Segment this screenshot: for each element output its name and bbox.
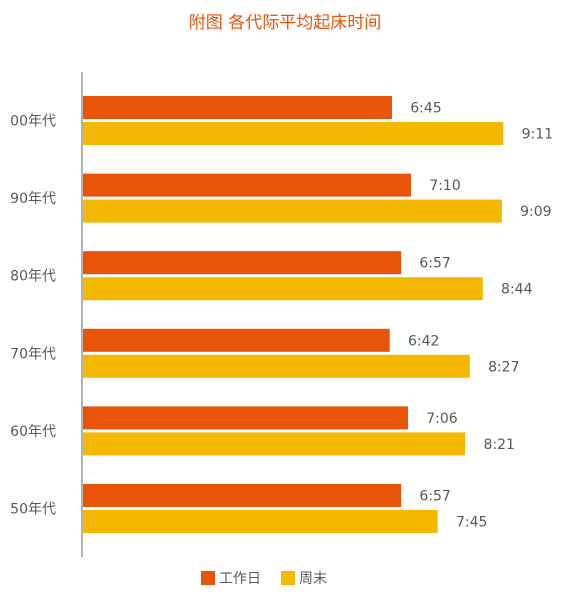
category-label: 60年代	[10, 424, 56, 440]
category-label: 50年代	[10, 502, 56, 518]
bars-layer	[83, 96, 504, 533]
data-labels-layer: 6:45 9:11 7:10 9:09 6:57 8:44 6:42 8:27 7:06 8:21…	[408, 101, 553, 531]
legend-label: 工作日	[219, 571, 261, 587]
data-label: 6:57	[419, 256, 450, 272]
category-label: 70年代	[10, 346, 56, 362]
legend-swatch	[281, 571, 295, 585]
category-label: 00年代	[10, 114, 56, 130]
data-label: 8:44	[501, 282, 533, 298]
data-label: 6:57	[419, 489, 450, 505]
data-label: 6:42	[408, 333, 439, 349]
data-label: 8:27	[488, 359, 519, 375]
bar-weekend	[83, 432, 466, 456]
bar-weekend	[83, 277, 483, 301]
data-label: 9:09	[520, 204, 551, 220]
category-label: 90年代	[10, 191, 56, 207]
bar-workday	[83, 96, 392, 119]
data-label: 8:21	[483, 437, 514, 453]
legend: 工作日 周末	[201, 571, 327, 587]
data-label: 6:45	[410, 101, 441, 117]
bar-workday	[83, 406, 408, 430]
bar-workday	[83, 251, 402, 275]
data-label: 7:06	[426, 411, 458, 427]
category-label: 80年代	[10, 269, 56, 285]
chart-title: 附图 各代际平均起床时间	[189, 13, 381, 33]
legend-swatch	[201, 571, 215, 585]
bar-weekend	[83, 199, 502, 223]
bar-weekend	[83, 122, 504, 145]
bar-workday	[83, 173, 412, 197]
bar-weekend	[83, 354, 470, 378]
legend-label: 周末	[299, 571, 327, 587]
bar-weekend	[83, 510, 438, 533]
data-label: 9:11	[522, 127, 553, 143]
bar-workday	[83, 484, 402, 507]
category-labels-layer: 00年代 90年代 80年代 70年代 60年代 50年代	[10, 114, 56, 518]
bar-workday	[83, 328, 390, 352]
data-label: 7:45	[456, 515, 487, 531]
data-label: 7:10	[429, 178, 460, 194]
